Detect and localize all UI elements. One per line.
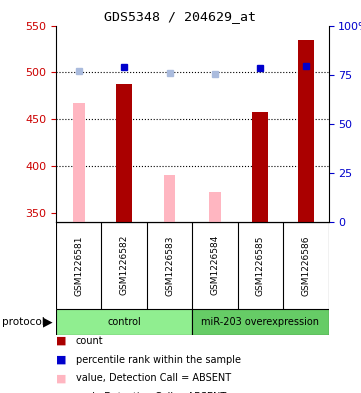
Bar (298, 40, 314, 222)
Bar (252, 112, 268, 222)
Bar (56, 309, 192, 335)
Bar (116, 84, 132, 222)
Text: rank, Detection Call = ABSENT: rank, Detection Call = ABSENT (76, 392, 226, 393)
Text: control: control (107, 317, 141, 327)
Bar (73, 103, 84, 222)
Text: ▶: ▶ (43, 315, 52, 328)
Bar (209, 192, 221, 222)
Text: protocol: protocol (2, 317, 44, 327)
Text: value, Detection Call = ABSENT: value, Detection Call = ABSENT (76, 373, 231, 384)
Text: miR-203 overexpression: miR-203 overexpression (201, 317, 319, 327)
Text: count: count (76, 336, 104, 346)
Bar (164, 175, 175, 222)
Text: ■: ■ (56, 354, 66, 365)
Text: GSM1226581: GSM1226581 (74, 235, 83, 296)
Text: ■: ■ (56, 336, 66, 346)
Text: GSM1226584: GSM1226584 (210, 235, 219, 296)
Text: GSM1226586: GSM1226586 (301, 235, 310, 296)
Text: GSM1226585: GSM1226585 (256, 235, 265, 296)
Text: GSM1226583: GSM1226583 (165, 235, 174, 296)
Bar (192, 309, 329, 335)
Text: GDS5348 / 204629_at: GDS5348 / 204629_at (104, 10, 257, 23)
Text: ■: ■ (56, 392, 66, 393)
Text: percentile rank within the sample: percentile rank within the sample (76, 354, 241, 365)
Text: ■: ■ (56, 373, 66, 384)
Text: GSM1226582: GSM1226582 (119, 235, 129, 296)
